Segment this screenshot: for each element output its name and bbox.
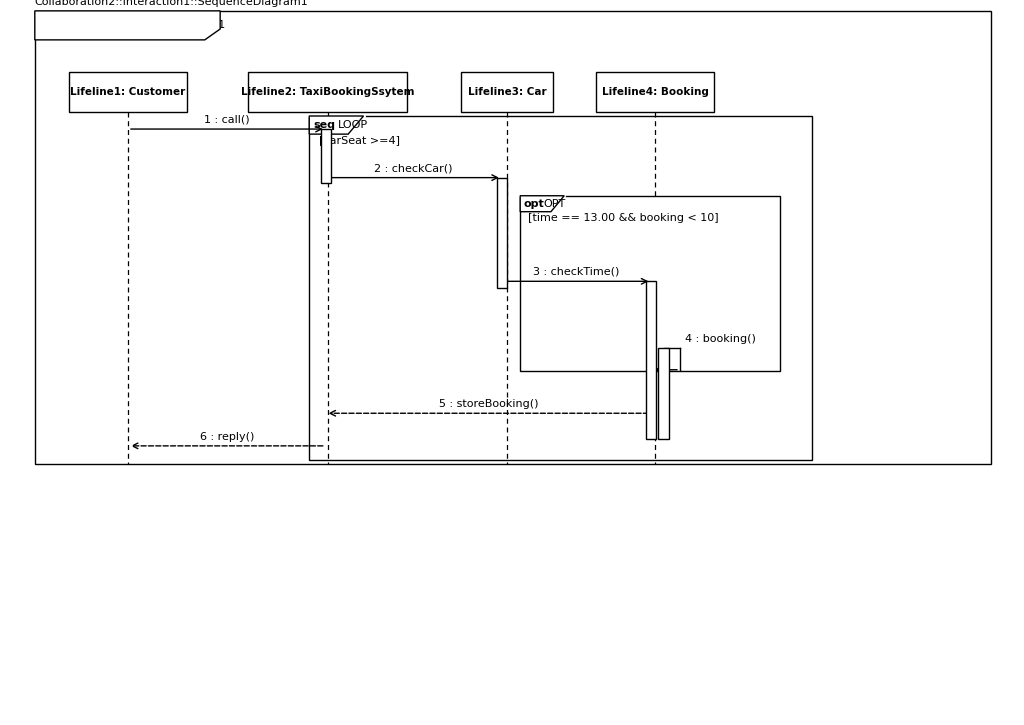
Text: 3 : checkTime(): 3 : checkTime() <box>534 267 620 277</box>
Bar <box>497 178 507 288</box>
Polygon shape <box>35 11 220 40</box>
Text: SequenceDiagram1: SequenceDiagram1 <box>116 20 226 30</box>
Bar <box>520 196 780 371</box>
Polygon shape <box>309 116 364 134</box>
Text: OPT: OPT <box>544 199 566 209</box>
Bar <box>35 11 991 464</box>
Text: opt: opt <box>523 199 544 209</box>
Text: Lifeline1: Customer: Lifeline1: Customer <box>71 88 185 97</box>
Text: 1 : call(): 1 : call() <box>204 115 250 125</box>
Text: 5 : storeBooking(): 5 : storeBooking() <box>438 399 539 409</box>
Text: [time == 13.00 && booking < 10]: [time == 13.00 && booking < 10] <box>528 212 719 223</box>
Text: seq: seq <box>313 120 335 130</box>
Text: 6 : reply(): 6 : reply() <box>200 431 254 442</box>
Bar <box>646 281 656 439</box>
Text: [carSeat >=4]: [carSeat >=4] <box>319 135 400 145</box>
Polygon shape <box>520 196 564 212</box>
Bar <box>248 72 408 112</box>
Text: Lifeline3: Car: Lifeline3: Car <box>468 88 546 97</box>
Bar <box>658 348 669 439</box>
Text: LOOP: LOOP <box>338 120 368 130</box>
Bar <box>596 72 715 112</box>
Text: 4 : booking(): 4 : booking() <box>685 334 756 344</box>
Bar <box>309 116 812 460</box>
Text: Collaboration2::Interaction1::SequenceDiagram1: Collaboration2::Interaction1::SequenceDi… <box>35 0 308 7</box>
Text: interaction: interaction <box>42 20 111 30</box>
Text: Lifeline4: Booking: Lifeline4: Booking <box>602 88 709 97</box>
Text: 2 : checkCar(): 2 : checkCar() <box>375 163 453 173</box>
Bar <box>70 72 186 112</box>
Bar <box>461 72 553 112</box>
Bar <box>321 129 331 183</box>
Text: Lifeline2: TaxiBookingSsytem: Lifeline2: TaxiBookingSsytem <box>241 88 415 97</box>
